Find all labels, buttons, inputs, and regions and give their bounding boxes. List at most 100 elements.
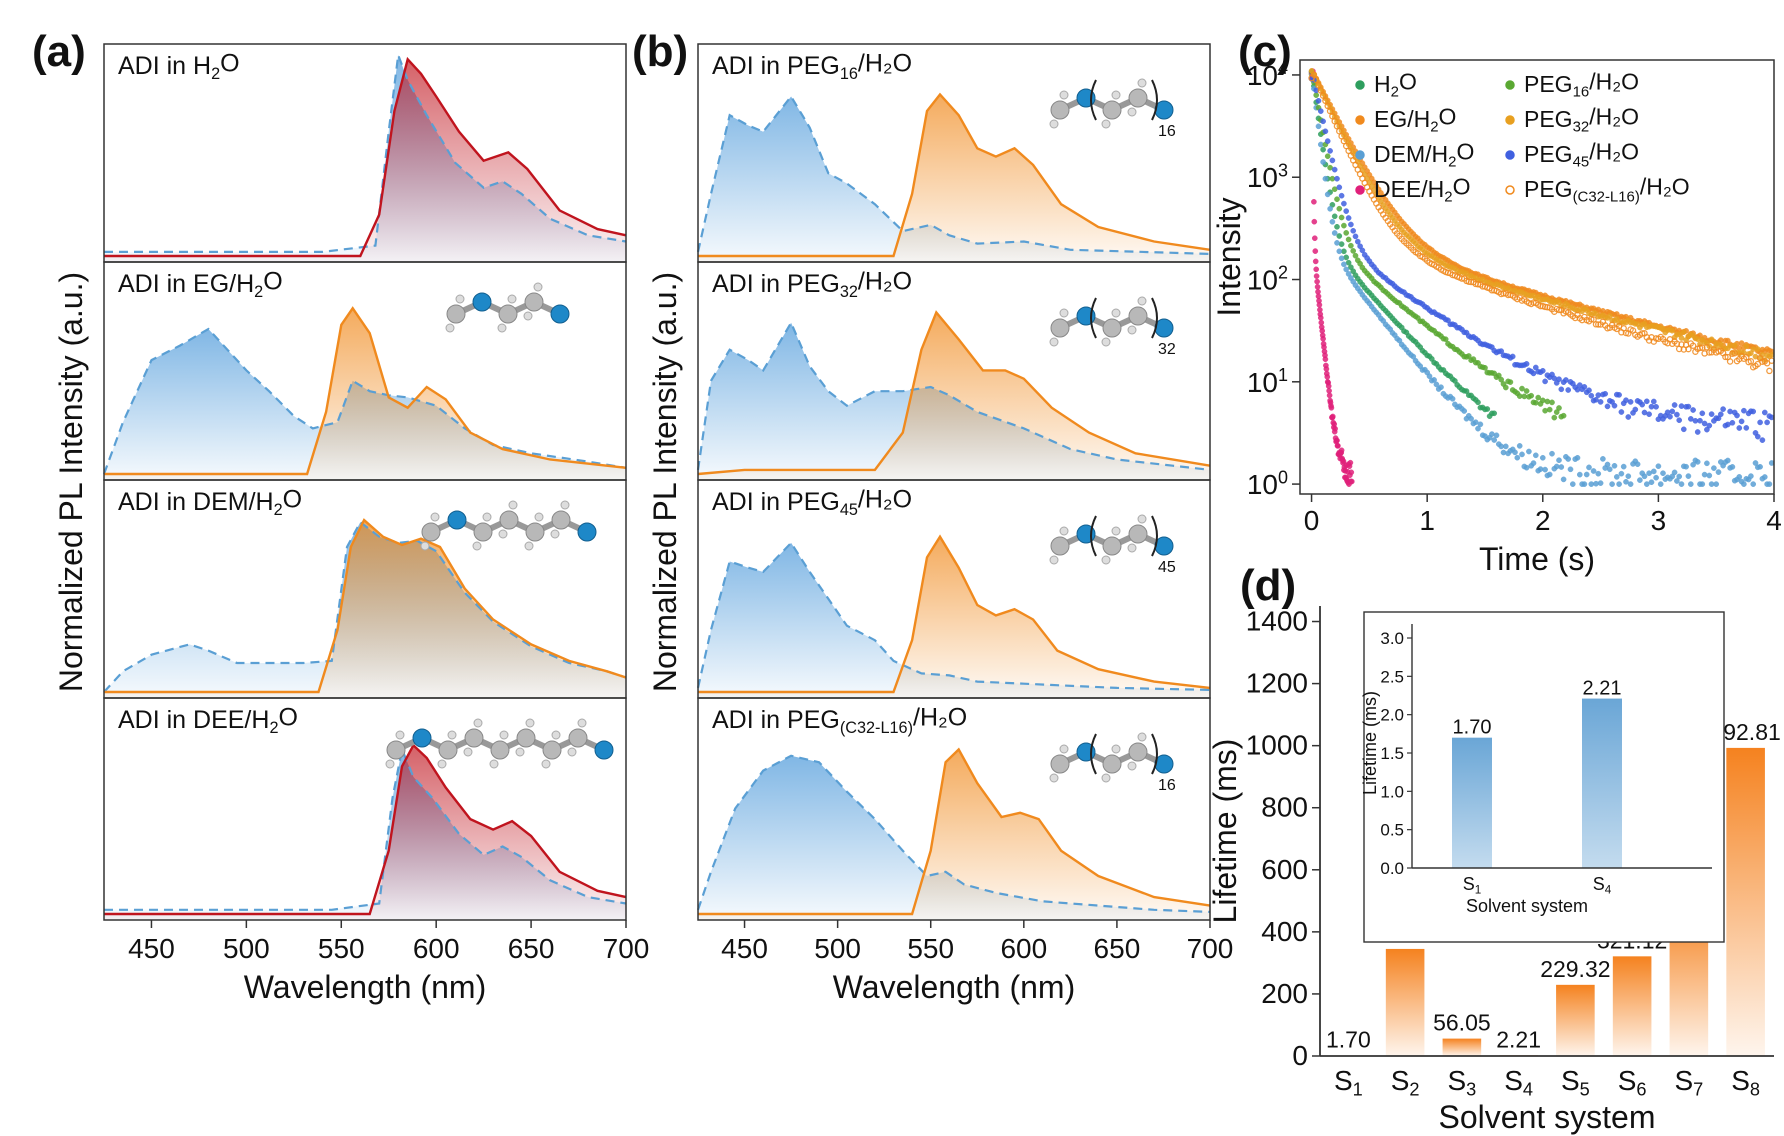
data-point <box>1754 433 1761 440</box>
data-point <box>1334 437 1340 444</box>
data-point <box>1322 356 1329 363</box>
data-point <box>1583 471 1590 478</box>
data-point <box>1586 464 1592 471</box>
emission-line <box>698 534 1211 694</box>
emission-line <box>698 92 1211 258</box>
subpanel-title-sub: 2 <box>269 719 278 737</box>
data-point <box>1609 481 1615 487</box>
reference-line <box>696 754 1211 913</box>
hydrogen-atom <box>499 730 509 740</box>
bracket-right <box>1151 515 1158 557</box>
y-tick-exp: 2 <box>1278 263 1288 283</box>
data-point <box>1336 184 1343 191</box>
reference-line <box>104 54 627 253</box>
subpanel-title-sub: 2 <box>254 283 263 301</box>
data-point <box>1341 200 1347 207</box>
data-point <box>1313 92 1320 98</box>
series-7 <box>1308 76 1775 443</box>
subpanel-title: ADI in EG/H2O <box>118 267 283 301</box>
data-point <box>1500 449 1507 456</box>
data-point <box>1694 429 1701 435</box>
carbon-atom <box>421 522 441 542</box>
hydrogen-atom <box>550 529 560 539</box>
data-point <box>1748 473 1754 479</box>
x-tick-label-main: S <box>1504 1065 1523 1096</box>
bracket-left <box>1090 297 1097 339</box>
legend-label-end: /H₂O <box>1589 139 1639 165</box>
data-point <box>1315 81 1322 89</box>
data-point <box>1616 392 1622 398</box>
hydrogen-atom <box>1049 773 1059 783</box>
data-point <box>1546 406 1553 413</box>
data-point <box>1324 374 1331 380</box>
bracket-left <box>1090 79 1097 121</box>
data-point <box>1706 422 1713 429</box>
hydrogen-atom <box>1127 107 1137 117</box>
x-tick-label-main: S <box>1674 1065 1693 1096</box>
data-point <box>1502 443 1509 450</box>
inset-y-tick-label: 2.0 <box>1380 706 1404 725</box>
data-point <box>1345 215 1352 221</box>
data-point <box>1597 480 1604 486</box>
data-point <box>1704 460 1710 467</box>
data-point <box>1747 358 1755 365</box>
y-tick-label: 200 <box>1261 978 1308 1009</box>
data-point <box>1334 240 1340 246</box>
emission-fill <box>698 749 1210 920</box>
data-point <box>1352 233 1359 240</box>
legend-marker <box>1505 185 1515 195</box>
subpanel-title-main: ADI in PEG <box>712 706 840 734</box>
legend-label: PEG32/H₂O <box>1524 104 1639 136</box>
x-axis-label: Wavelength (nm) <box>244 969 486 1005</box>
emission-fill <box>698 312 1210 480</box>
data-point <box>1316 302 1323 308</box>
data-point <box>1326 392 1333 399</box>
oxygen-atom <box>447 510 467 530</box>
carbon-atom <box>473 522 493 542</box>
hydrogen-atom <box>1049 555 1059 565</box>
y-tick-label: 600 <box>1261 854 1308 885</box>
data-point <box>1340 458 1347 465</box>
hydrogen-atom <box>473 718 483 728</box>
data-point <box>1678 403 1685 409</box>
carbon-atom <box>1128 88 1148 108</box>
hydrogen-atom <box>560 500 570 510</box>
data-point <box>1699 410 1706 417</box>
x-tick-label: 3 <box>1651 505 1667 536</box>
data-point <box>1722 353 1729 361</box>
hydrogen-atom <box>515 747 525 757</box>
data-point <box>1743 343 1750 350</box>
data-point <box>1320 118 1326 125</box>
panel-label-b: (b) <box>632 27 688 76</box>
data-point <box>1315 123 1322 130</box>
x-axis-label: Wavelength (nm) <box>833 969 1075 1005</box>
data-point <box>1343 254 1350 261</box>
hydrogen-atom <box>534 512 544 522</box>
data-point <box>1317 108 1324 114</box>
molecule-icon: 16 <box>1049 732 1176 794</box>
x-tick-label-sub: 7 <box>1693 1079 1703 1099</box>
data-point <box>1507 379 1514 385</box>
legend-label-end: O <box>1453 174 1471 200</box>
bar-6 <box>1612 956 1652 1056</box>
y-tick-base: 10 <box>1247 367 1278 398</box>
data-point <box>1611 402 1618 409</box>
data-point <box>1669 408 1676 415</box>
data-point <box>1338 447 1345 454</box>
emission-fill <box>104 59 626 262</box>
legend-label-main: DEM/H <box>1374 141 1448 167</box>
x-tick-label-main: S <box>1561 1065 1580 1096</box>
data-point <box>1327 205 1333 212</box>
data-point <box>1340 137 1348 145</box>
data-point <box>1634 461 1641 468</box>
bar-value-label: 229.32 <box>1540 956 1610 982</box>
y-tick-exp: 4 <box>1278 58 1288 78</box>
data-point <box>1312 258 1319 265</box>
data-point <box>1336 233 1343 239</box>
data-point <box>1653 474 1659 481</box>
hydrogen-atom <box>1137 78 1147 88</box>
legend-label-sub: 2 <box>1391 83 1399 100</box>
lifetime-bar-chart: 1.70S1344.99S256.05S32.21S4229.32S5321.1… <box>1207 606 1781 1135</box>
oxygen-atom <box>412 728 432 748</box>
legend-label: H2O <box>1374 69 1417 101</box>
